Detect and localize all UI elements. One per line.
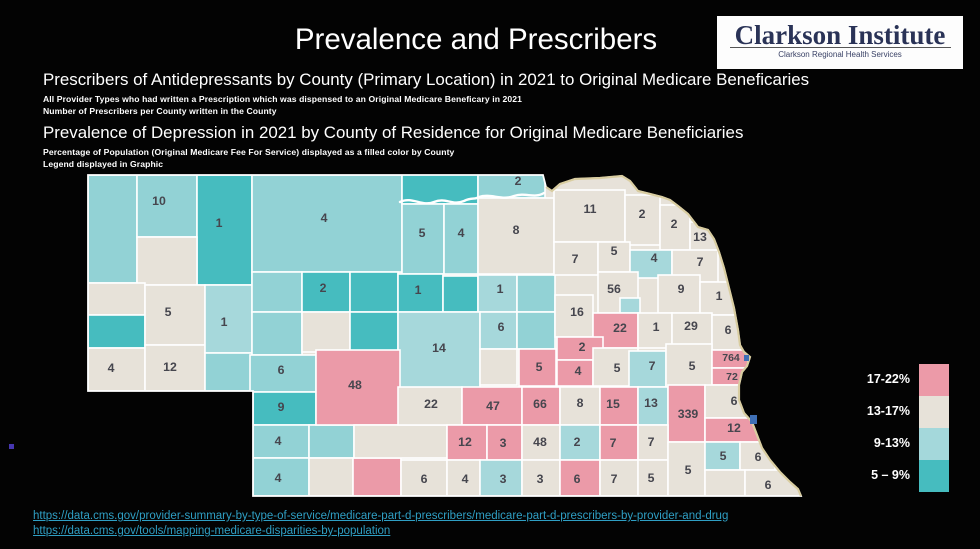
svg-text:3: 3 (537, 472, 544, 486)
svg-text:3: 3 (500, 472, 507, 486)
svg-text:2: 2 (320, 281, 327, 295)
svg-text:5: 5 (611, 244, 618, 258)
svg-text:339: 339 (678, 407, 699, 421)
svg-text:1: 1 (497, 282, 504, 296)
svg-text:13: 13 (644, 396, 658, 410)
svg-text:4: 4 (275, 471, 282, 485)
svg-text:4: 4 (462, 472, 469, 486)
svg-text:7: 7 (649, 359, 656, 373)
svg-text:6: 6 (765, 478, 772, 492)
svg-text:6: 6 (731, 394, 738, 408)
svg-text:6: 6 (574, 472, 581, 486)
svg-text:1: 1 (216, 216, 223, 230)
svg-text:12: 12 (458, 435, 472, 449)
svg-text:6: 6 (278, 363, 285, 377)
svg-text:5: 5 (536, 360, 543, 374)
svg-text:5: 5 (648, 471, 655, 485)
svg-text:5: 5 (165, 305, 172, 319)
svg-text:4: 4 (108, 361, 115, 375)
svg-text:2: 2 (639, 207, 646, 221)
svg-text:7: 7 (610, 436, 617, 450)
svg-text:15: 15 (606, 397, 620, 411)
svg-text:8: 8 (513, 223, 520, 237)
svg-text:56: 56 (607, 282, 621, 296)
svg-text:13: 13 (693, 230, 707, 244)
svg-text:2: 2 (574, 435, 581, 449)
svg-text:6: 6 (421, 472, 428, 486)
svg-text:29: 29 (684, 319, 698, 333)
svg-text:3: 3 (500, 436, 507, 450)
svg-text:8: 8 (577, 396, 584, 410)
svg-text:1: 1 (221, 315, 228, 329)
svg-text:5: 5 (685, 463, 692, 477)
svg-text:12: 12 (163, 360, 177, 374)
svg-text:66: 66 (533, 397, 547, 411)
svg-text:2: 2 (671, 217, 678, 231)
svg-text:2: 2 (579, 340, 586, 354)
svg-text:22: 22 (424, 397, 438, 411)
svg-text:5: 5 (419, 226, 426, 240)
svg-text:4: 4 (458, 226, 465, 240)
svg-text:9: 9 (278, 400, 285, 414)
svg-text:12: 12 (727, 421, 741, 435)
svg-text:14: 14 (432, 341, 446, 355)
svg-text:1: 1 (716, 289, 723, 303)
svg-text:47: 47 (486, 399, 500, 413)
svg-text:4: 4 (575, 364, 582, 378)
svg-text:16: 16 (570, 305, 584, 319)
svg-text:48: 48 (533, 435, 547, 449)
svg-text:6: 6 (755, 450, 762, 464)
svg-text:4: 4 (275, 434, 282, 448)
svg-text:48: 48 (348, 378, 362, 392)
svg-text:5: 5 (614, 361, 621, 375)
svg-text:5: 5 (720, 449, 727, 463)
svg-text:6: 6 (498, 320, 505, 334)
svg-text:9: 9 (678, 282, 685, 296)
svg-text:6: 6 (725, 323, 732, 337)
svg-text:1: 1 (415, 283, 422, 297)
svg-text:7: 7 (648, 435, 655, 449)
svg-text:4: 4 (321, 211, 328, 225)
svg-text:11: 11 (584, 202, 597, 216)
svg-text:10: 10 (152, 194, 166, 208)
svg-text:22: 22 (613, 321, 627, 335)
svg-text:4: 4 (651, 251, 658, 265)
svg-text:72: 72 (726, 371, 738, 383)
svg-text:2: 2 (515, 174, 522, 188)
svg-text:5: 5 (689, 359, 696, 373)
svg-text:7: 7 (611, 472, 618, 486)
svg-text:7: 7 (572, 252, 579, 266)
svg-text:1: 1 (653, 320, 660, 334)
svg-text:764: 764 (722, 352, 740, 364)
svg-text:7: 7 (697, 255, 704, 269)
